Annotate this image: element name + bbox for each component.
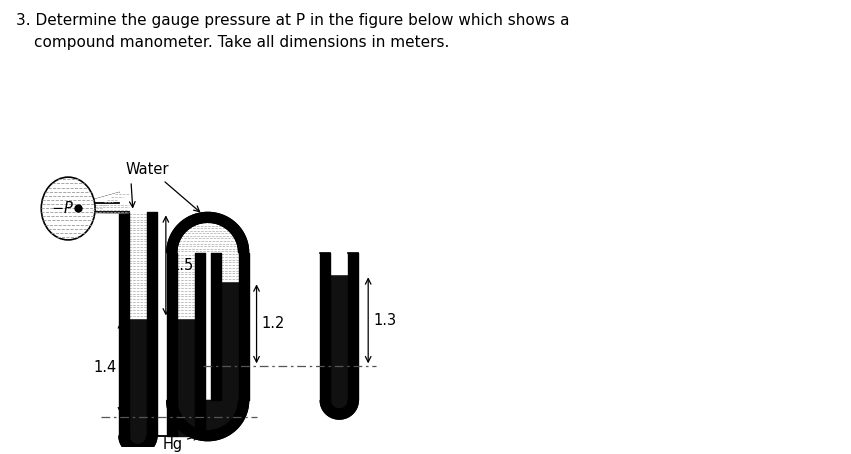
Polygon shape xyxy=(91,193,129,213)
Polygon shape xyxy=(167,400,248,441)
Text: 1.2: 1.2 xyxy=(261,316,285,331)
Polygon shape xyxy=(177,400,238,431)
Polygon shape xyxy=(330,400,348,409)
Text: 1.4: 1.4 xyxy=(94,360,117,375)
Polygon shape xyxy=(320,400,358,419)
Text: 1.3: 1.3 xyxy=(374,313,397,328)
Polygon shape xyxy=(167,400,248,441)
Text: Water: Water xyxy=(126,162,169,177)
Polygon shape xyxy=(167,212,248,253)
Polygon shape xyxy=(119,436,157,454)
Polygon shape xyxy=(119,436,157,454)
Polygon shape xyxy=(177,222,238,253)
Text: compound manometer. Take all dimensions in meters.: compound manometer. Take all dimensions … xyxy=(34,35,449,50)
Text: $-P$: $-P$ xyxy=(51,200,74,216)
Polygon shape xyxy=(84,202,129,212)
Polygon shape xyxy=(320,400,358,419)
Polygon shape xyxy=(129,436,177,444)
Text: Hg: Hg xyxy=(163,437,183,452)
Text: 3. Determine the gauge pressure at P in the figure below which shows a: 3. Determine the gauge pressure at P in … xyxy=(16,13,570,28)
Text: 1.5: 1.5 xyxy=(171,258,194,273)
Ellipse shape xyxy=(41,177,95,240)
Polygon shape xyxy=(167,212,248,253)
